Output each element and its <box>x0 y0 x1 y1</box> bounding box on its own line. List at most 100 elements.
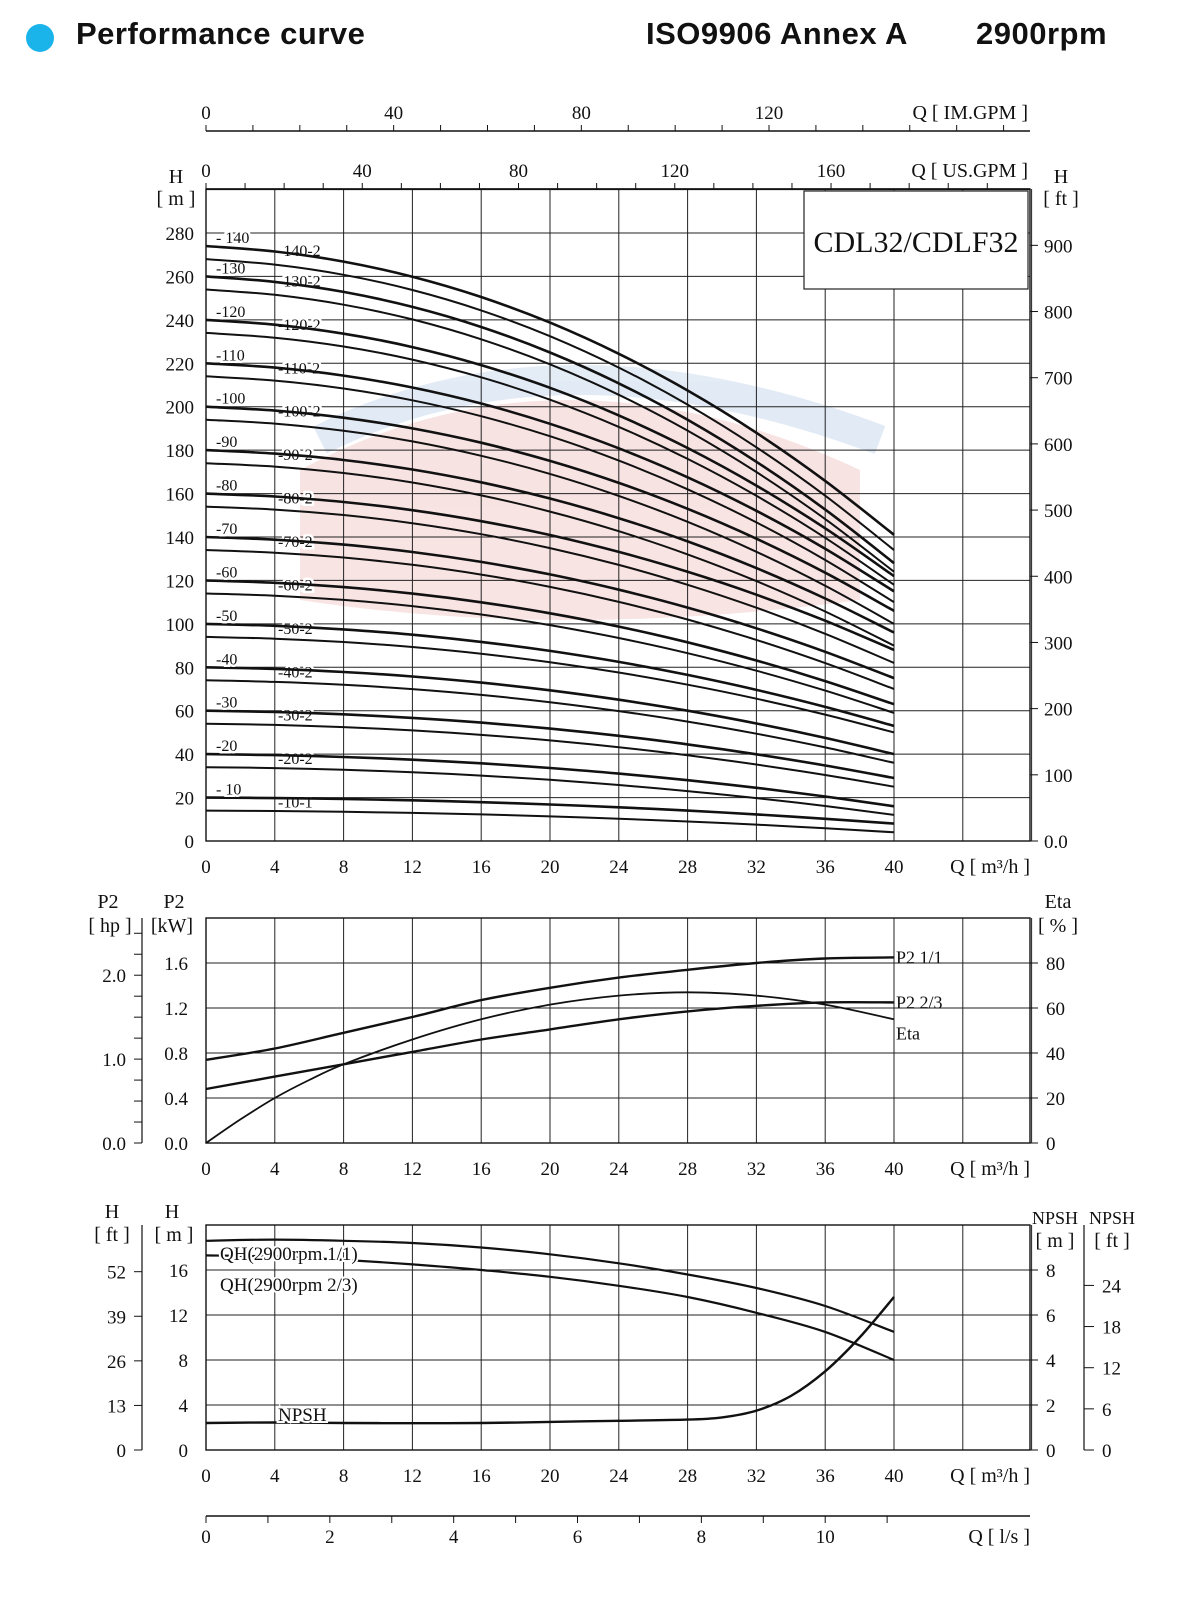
qh-ft-tick-label: 26 <box>107 1352 126 1373</box>
npsh-ft-unit: [ ft ] <box>1094 1230 1130 1252</box>
head-curve <box>205 549 895 690</box>
head-curve-label: -120 <box>216 304 245 321</box>
npsh-ft-tick-label: 18 <box>1102 1318 1121 1339</box>
power-x-label: Q [ m³/h ] <box>950 1158 1030 1180</box>
im-gpm-tick-label: 40 <box>384 103 403 124</box>
ls-tick-label: 6 <box>573 1527 583 1548</box>
head-x-tick-label: 0 <box>201 857 211 878</box>
qh-m-tick-label: 0 <box>179 1441 189 1462</box>
npsh-x-tick-label: 0 <box>201 1466 211 1487</box>
power-hp-unit: [ hp ] <box>88 915 131 937</box>
power-hp-tick-label: 1.0 <box>102 1050 126 1071</box>
power-series-label: P2 1/1 <box>896 947 943 967</box>
head-ft-tick-label: 500 <box>1044 501 1073 522</box>
head-y-tick-label: 200 <box>166 398 195 419</box>
page-title: Performance curve <box>76 16 366 51</box>
npsh-m-tick-label: 0 <box>1046 1441 1056 1462</box>
model-label: CDL32/CDLF32 <box>813 226 1018 259</box>
head-curve-label: -130 <box>216 260 245 277</box>
head-x-label: Q [ m³/h ] <box>950 856 1030 878</box>
head-curve-label: -40 <box>216 651 237 668</box>
head-curve-label: -70 <box>216 521 237 538</box>
us-gpm-tick-label: 40 <box>353 161 372 182</box>
head-ft-tick-label: 700 <box>1044 369 1073 390</box>
npsh-x-tick-label: 4 <box>270 1466 280 1487</box>
power-series-label: P2 2/3 <box>896 992 943 1012</box>
power-frame <box>205 917 1031 1144</box>
power-x-tick-label: 36 <box>816 1159 835 1180</box>
head-x-tick-label: 8 <box>339 857 349 878</box>
npsh-ft-label: NPSH <box>1089 1208 1135 1228</box>
head-x-tick-label: 4 <box>270 857 280 878</box>
head-ft-tick-label: 800 <box>1044 303 1073 324</box>
power-x-tick-label: 24 <box>609 1159 629 1180</box>
npsh-ft-tick-label: 24 <box>1102 1276 1122 1297</box>
npsh-x-tick-label: 32 <box>747 1466 766 1487</box>
npsh-m-tick-label: 4 <box>1046 1351 1056 1372</box>
head-curve <box>205 318 895 578</box>
us-gpm-tick-label: 160 <box>817 161 846 182</box>
ls-tick-label: 2 <box>325 1527 335 1548</box>
head-curve-label: -40-2 <box>278 664 313 681</box>
npsh-x-label: Q [ m³/h ] <box>950 1465 1030 1487</box>
power-kw-label: P2 <box>163 891 184 913</box>
head-x-tick-label: 12 <box>403 857 422 878</box>
power-hp-label: P2 <box>97 891 118 913</box>
npsh-m-label: NPSH <box>1032 1208 1078 1228</box>
head-x-tick-label: 16 <box>472 857 491 878</box>
head-curve <box>205 244 895 536</box>
head-curve <box>205 418 895 625</box>
head-curve-label: -100 <box>216 391 245 408</box>
im-gpm-tick-label: 80 <box>572 103 591 124</box>
power-kw-unit: [kW] <box>151 915 193 937</box>
npsh-ft-tick-label: 12 <box>1102 1359 1121 1380</box>
power-series-line <box>205 1000 895 1091</box>
power-series-line <box>205 991 895 1144</box>
head-curve <box>205 462 895 647</box>
head-curve-label: -60 <box>216 564 237 581</box>
im-gpm-tick-label: 120 <box>755 103 784 124</box>
head-curve <box>205 405 895 612</box>
head-y-tick-label: 60 <box>175 702 194 723</box>
ls-label: Q [ l/s ] <box>968 1526 1030 1548</box>
head-ft-tick-label: 400 <box>1044 567 1073 588</box>
qh-m-unit: [ m ] <box>155 1224 194 1246</box>
head-curve <box>205 709 895 780</box>
qh-ft-tick-label: 0 <box>117 1441 127 1462</box>
head-curve <box>205 579 895 706</box>
power-x-tick-label: 0 <box>201 1159 211 1180</box>
head-ft-tick-label: 600 <box>1044 435 1073 456</box>
head-curve-label: - 10 <box>216 782 241 799</box>
npsh-x-tick-label: 12 <box>403 1466 422 1487</box>
power-kw-tick-label: 1.6 <box>164 954 188 975</box>
head-y-tick-label: 80 <box>175 658 194 679</box>
eta-tick-label: 80 <box>1046 954 1065 975</box>
head-y-tick-label: 220 <box>166 354 195 375</box>
head-curve <box>205 492 895 652</box>
head-curve <box>205 796 895 825</box>
head-curve <box>205 809 895 834</box>
head-curve-label: -60-2 <box>278 577 313 594</box>
bullet-dot-icon <box>26 24 54 52</box>
head-curve <box>205 752 895 808</box>
head-curve <box>205 592 895 714</box>
head-curve <box>205 766 895 816</box>
head-curve <box>205 679 895 764</box>
head-y-tick-label: 280 <box>166 224 195 245</box>
npsh-series-label: NPSH <box>278 1405 327 1426</box>
us-gpm-tick-label: 80 <box>509 161 528 182</box>
eta-unit: [ % ] <box>1038 915 1078 937</box>
npsh-x-tick-label: 40 <box>885 1466 904 1487</box>
head-curve <box>205 505 895 664</box>
head-ft-tick-label: 200 <box>1044 700 1073 721</box>
qh-ft-tick-label: 13 <box>107 1396 126 1417</box>
eta-tick-label: 60 <box>1046 999 1065 1020</box>
head-x-tick-label: 24 <box>609 857 629 878</box>
head-curve <box>205 635 895 734</box>
power-x-tick-label: 32 <box>747 1159 766 1180</box>
power-x-tick-label: 40 <box>885 1159 904 1180</box>
head-x-tick-label: 28 <box>678 857 697 878</box>
qh-ft-tick-label: 52 <box>107 1263 126 1284</box>
power-hp-tick-label: 2.0 <box>102 966 126 987</box>
